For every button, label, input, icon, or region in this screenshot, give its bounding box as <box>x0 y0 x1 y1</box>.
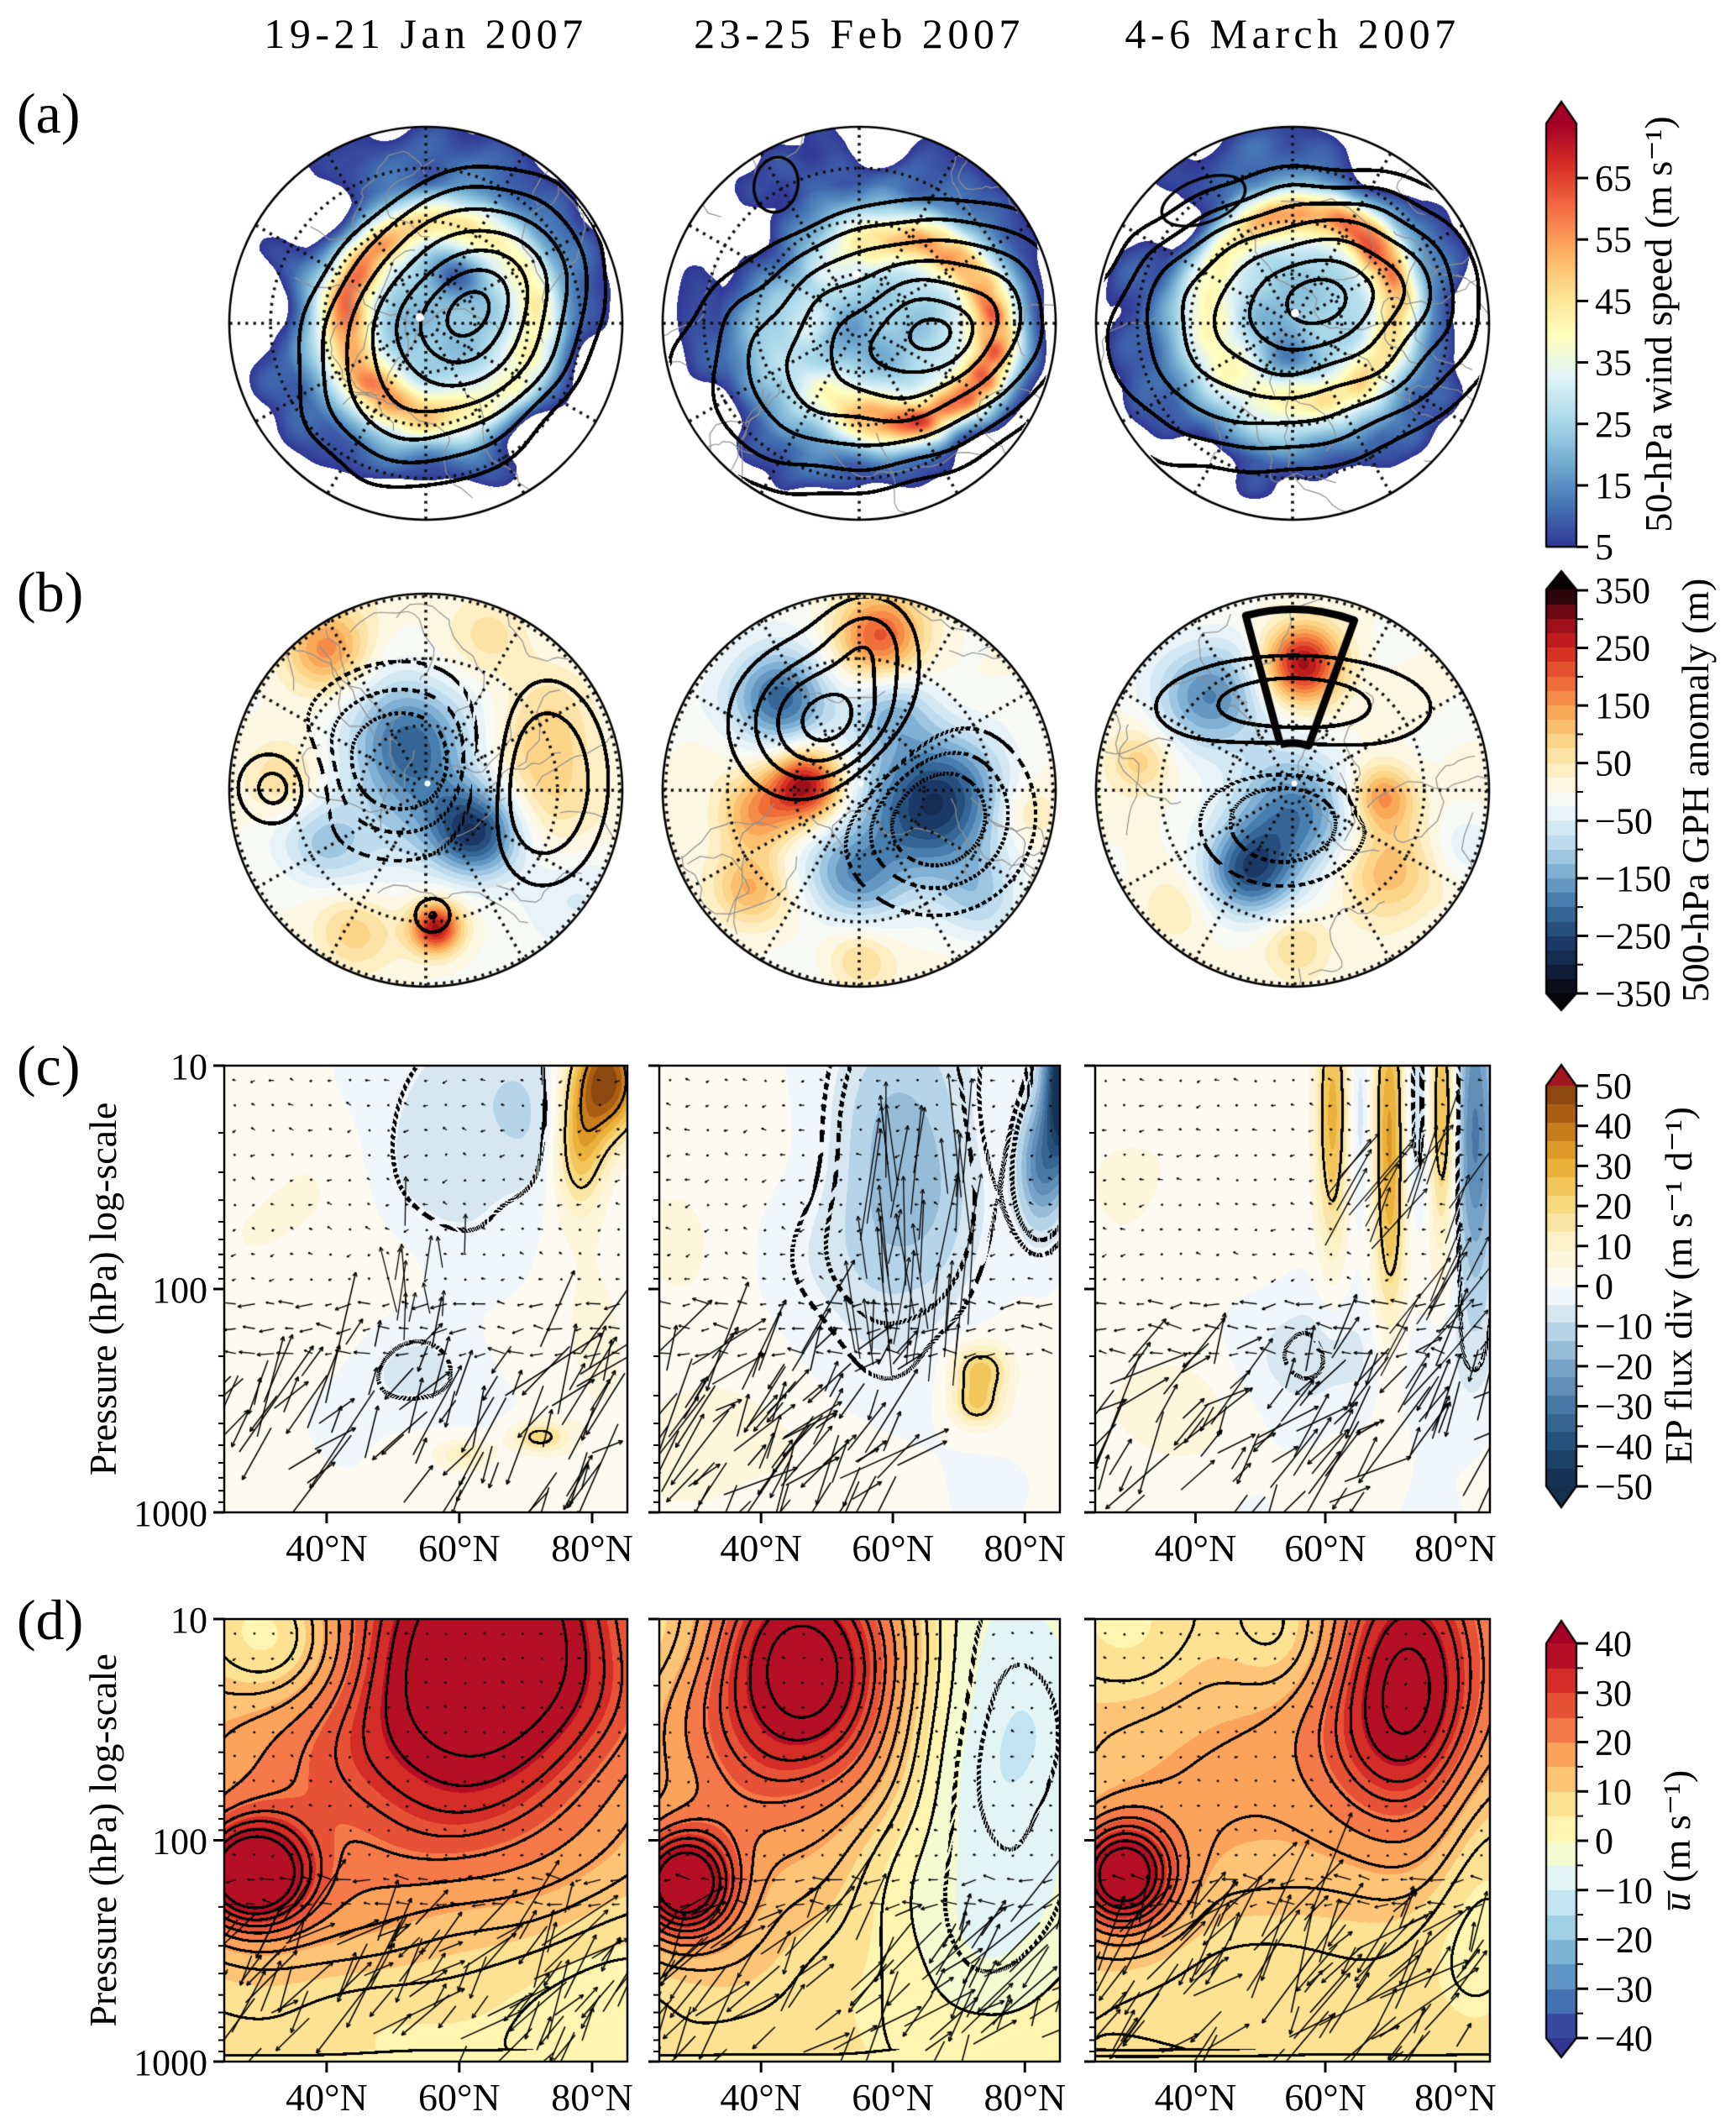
svg-text:−30: −30 <box>1595 1386 1653 1428</box>
svg-text:10: 10 <box>1595 1226 1632 1267</box>
svg-text:−40: −40 <box>1595 2018 1653 2059</box>
svg-text:35: 35 <box>1595 343 1632 384</box>
svg-text:45: 45 <box>1595 280 1632 322</box>
svg-text:80°N: 80°N <box>1414 2076 1497 2117</box>
svg-text:60°N: 60°N <box>1284 1527 1366 1569</box>
svg-text:−350: −350 <box>1595 973 1671 1014</box>
svg-text:10: 10 <box>170 1046 207 1087</box>
svg-text:50-hPa wind speed (m s⁻¹): 50-hPa wind speed (m s⁻¹) <box>1637 116 1680 532</box>
svg-text:40°N: 40°N <box>720 2076 802 2117</box>
svg-text:50: 50 <box>1595 743 1632 784</box>
svg-text:Pressure (hPa) log-scale: Pressure (hPa) log-scale <box>81 1653 124 2027</box>
svg-text:−250: −250 <box>1595 915 1671 956</box>
svg-text:0: 0 <box>1595 1266 1613 1307</box>
svg-text:(c): (c) <box>17 1034 80 1098</box>
svg-text:350: 350 <box>1595 570 1650 611</box>
svg-text:EP flux div (m s⁻¹ d⁻¹): EP flux div (m s⁻¹ d⁻¹) <box>1657 1107 1700 1465</box>
svg-text:5: 5 <box>1595 527 1613 568</box>
svg-text:100: 100 <box>152 1270 207 1311</box>
svg-text:(d): (d) <box>17 1588 83 1652</box>
svg-text:65: 65 <box>1595 158 1632 199</box>
svg-text:40°N: 40°N <box>286 1527 368 1569</box>
svg-text:100: 100 <box>152 1821 207 1863</box>
svg-text:150: 150 <box>1595 685 1650 726</box>
svg-text:19-21 Jan 2007: 19-21 Jan 2007 <box>264 10 587 57</box>
svg-text:25: 25 <box>1595 404 1632 445</box>
svg-text:Pressure (hPa) log-scale: Pressure (hPa) log-scale <box>81 1103 124 1476</box>
svg-text:60°N: 60°N <box>1284 2076 1366 2117</box>
svg-text:0: 0 <box>1595 1821 1613 1862</box>
svg-text:60°N: 60°N <box>852 1527 934 1569</box>
svg-text:(b): (b) <box>17 560 83 624</box>
svg-text:80°N: 80°N <box>983 1527 1066 1569</box>
svg-text:1000: 1000 <box>134 2042 207 2083</box>
svg-text:1000: 1000 <box>134 1493 207 1534</box>
svg-text:−10: −10 <box>1595 1306 1653 1347</box>
svg-text:40°N: 40°N <box>286 2076 368 2117</box>
svg-text:60°N: 60°N <box>852 2076 934 2117</box>
svg-text:(a): (a) <box>17 81 80 145</box>
svg-text:−20: −20 <box>1595 1920 1653 1961</box>
svg-text:55: 55 <box>1595 219 1632 260</box>
svg-text:−30: −30 <box>1595 1968 1653 2010</box>
svg-text:500-hPa GPH anomaly (m): 500-hPa GPH anomaly (m) <box>1674 579 1717 1003</box>
svg-text:40°N: 40°N <box>720 1527 802 1569</box>
svg-text:30: 30 <box>1595 1145 1632 1187</box>
svg-text:20: 20 <box>1595 1186 1632 1227</box>
svg-text:250: 250 <box>1595 628 1650 669</box>
svg-text:80°N: 80°N <box>983 2076 1066 2117</box>
svg-text:30: 30 <box>1595 1673 1632 1714</box>
svg-text:−10: −10 <box>1595 1870 1653 1911</box>
svg-text:20: 20 <box>1595 1722 1632 1763</box>
svg-text:40: 40 <box>1595 1106 1632 1147</box>
svg-text:15: 15 <box>1595 465 1632 506</box>
svg-text:40°N: 40°N <box>1155 1527 1237 1569</box>
svg-text:−40: −40 <box>1595 1426 1653 1467</box>
svg-text:80°N: 80°N <box>1414 1527 1497 1569</box>
svg-text:23-25 Feb 2007: 23-25 Feb 2007 <box>694 10 1025 57</box>
svg-text:10: 10 <box>170 1600 207 1641</box>
svg-text:−50: −50 <box>1595 800 1653 841</box>
svg-text:u̅ (m s⁻¹): u̅ (m s⁻¹) <box>1655 1770 1698 1911</box>
svg-text:40°N: 40°N <box>1155 2076 1237 2117</box>
svg-text:80°N: 80°N <box>551 2076 633 2117</box>
svg-text:60°N: 60°N <box>418 2076 501 2117</box>
svg-text:−20: −20 <box>1595 1346 1653 1387</box>
svg-text:−150: −150 <box>1595 858 1671 899</box>
svg-text:10: 10 <box>1595 1771 1632 1812</box>
svg-text:40: 40 <box>1595 1623 1632 1664</box>
svg-text:60°N: 60°N <box>418 1527 501 1569</box>
svg-text:−50: −50 <box>1595 1466 1653 1507</box>
svg-text:4-6 March 2007: 4-6 March 2007 <box>1125 10 1460 57</box>
svg-text:50: 50 <box>1595 1066 1632 1107</box>
svg-text:80°N: 80°N <box>551 1527 633 1569</box>
